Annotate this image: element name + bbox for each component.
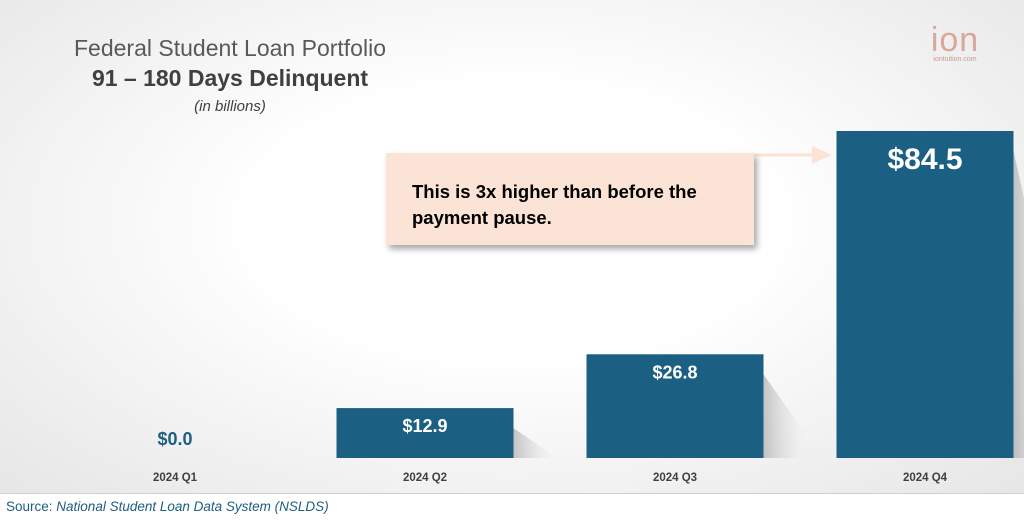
data-label: $26.8 [652, 362, 697, 382]
data-label: $84.5 [887, 143, 962, 176]
chart-subtitle: 91 – 180 Days Delinquent [91, 65, 369, 91]
chart-title: Federal Student Loan Portfolio [74, 35, 386, 61]
callout-box: This is 3x higher than before the paymen… [386, 153, 754, 245]
logo-url: iontuition.com [933, 56, 977, 63]
source-note: Source: National Student Loan Data Syste… [6, 499, 329, 514]
x-tick-label: 2024 Q1 [153, 472, 198, 484]
bar-2024-q2 [336, 408, 514, 458]
bar-shadow [513, 428, 554, 458]
bar-chart: $0.0 2024 Q1 $12.9 2024 Q2 $26.8 2024 Q3 $84.5… [153, 131, 1024, 484]
footer-divider [0, 493, 1024, 494]
x-tick-label: 2024 Q2 [403, 472, 447, 484]
logo-mark: ion [930, 21, 980, 59]
chart-unit-label: (in billions) [194, 98, 266, 115]
bar-shadow [763, 374, 804, 458]
x-tick-label: 2024 Q3 [653, 472, 697, 484]
data-label: $0.0 [157, 429, 192, 449]
x-tick-label: 2024 Q4 [903, 472, 948, 484]
bar-shadow [1013, 151, 1024, 458]
callout-arrow-head [812, 146, 832, 164]
bar-2024-q4 [836, 131, 1014, 458]
source-label: Source: [6, 499, 53, 514]
data-label: $12.9 [402, 416, 447, 436]
source-text: National Student Loan Data System (NSLDS… [56, 499, 329, 514]
ion-logo: ion iontuition.com [920, 22, 990, 63]
bar-2024-q3 [586, 354, 764, 458]
